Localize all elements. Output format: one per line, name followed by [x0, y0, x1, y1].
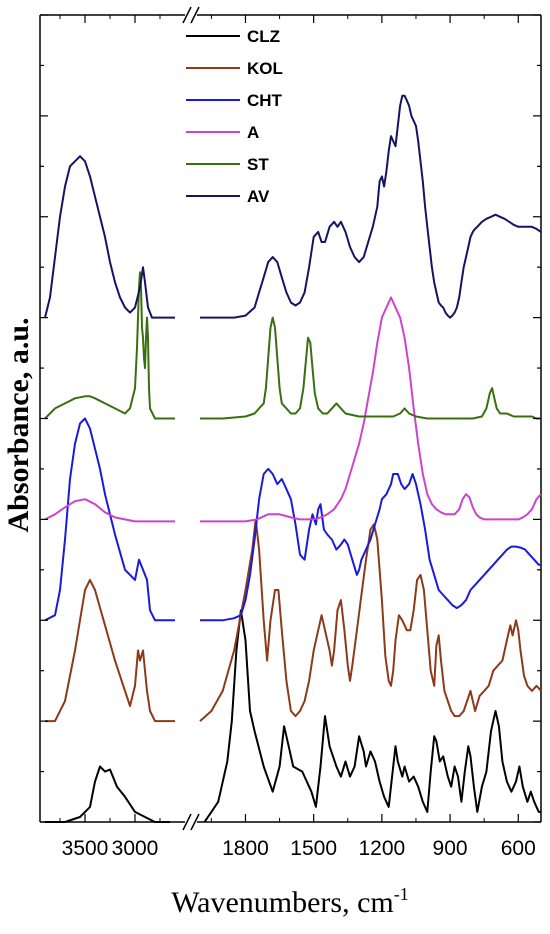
legend-label-av: AV	[247, 187, 270, 206]
x-tick-label: 1500	[290, 837, 337, 860]
axis-break-slash	[182, 6, 192, 24]
axis-break-gap	[185, 814, 197, 830]
series-cht-line-low	[200, 467, 541, 622]
axis-break	[182, 6, 200, 831]
series-st-line-low	[200, 316, 541, 420]
series-a-line-low	[200, 296, 542, 523]
series-av-line-low	[200, 94, 542, 319]
x-tick-label: 3000	[112, 837, 159, 860]
legend-label-a: A	[247, 123, 259, 142]
legend-label-clz: CLZ	[247, 27, 280, 46]
axis-break-slash	[190, 6, 200, 24]
x-tick-label: 600	[501, 837, 536, 860]
series-clz-line-low	[203, 609, 541, 823]
x-tick-label: 1200	[359, 837, 406, 860]
y-axis-title: Absorbance, a.u.	[2, 317, 35, 532]
x-tick-label: 3500	[62, 837, 109, 860]
series-a-line-high	[44, 498, 175, 523]
legend-label-st: ST	[247, 155, 269, 174]
x-axis-title: Wavenumbers, cm-1	[171, 884, 409, 919]
legend: CLZ KOL CHT A ST AV	[186, 27, 283, 206]
legend-label-kol: KOL	[247, 59, 283, 78]
axis-break-slash	[190, 813, 200, 831]
axis-break-slash	[182, 813, 192, 831]
series-kol-line-low	[199, 518, 542, 722]
series-av-line-high	[44, 155, 175, 319]
series-kol-line-high	[45, 578, 175, 723]
series-clz-line-high	[45, 765, 170, 823]
x-tick-label: 900	[433, 837, 468, 860]
series-cht-line-high	[44, 417, 175, 622]
x-axis-title-superscript: -1	[394, 884, 409, 904]
axis-break-gap	[185, 7, 197, 23]
axis-ticks: 3500 3000 1800 1500 1200 900 600	[40, 14, 541, 860]
series-st-line-high	[44, 271, 175, 420]
legend-label-cht: CHT	[247, 91, 283, 110]
x-axis-title-text: Wavenumbers, cm	[171, 886, 394, 919]
series-layer	[44, 94, 542, 823]
x-tick-label: 1800	[222, 837, 269, 860]
